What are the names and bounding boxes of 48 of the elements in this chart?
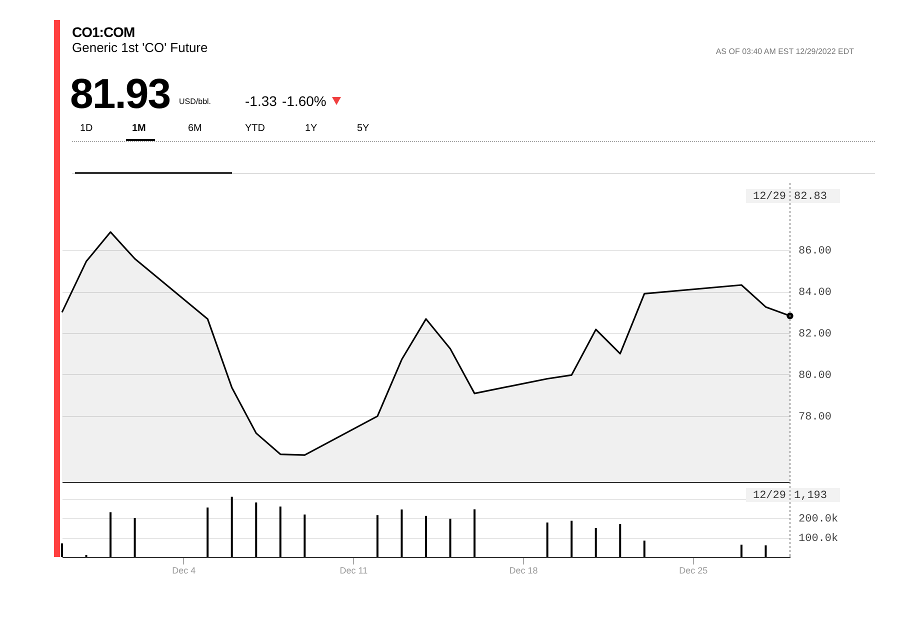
y-tick-label: 78.00	[798, 411, 832, 424]
chart-title: CO1:COM	[72, 24, 135, 40]
y-tick-label: 100.0k	[798, 533, 839, 546]
text: 81.93	[70, 70, 170, 118]
bar	[255, 502, 258, 557]
y-tick-label: 80.00	[798, 370, 832, 382]
annotation: 12/29	[752, 490, 786, 502]
annotation: 12/29	[752, 191, 786, 203]
bar	[376, 515, 378, 557]
bar	[206, 508, 209, 557]
text: AS OF 03:40 AM EST 12/29/2022 EDT	[716, 47, 854, 56]
bar	[425, 516, 427, 557]
bar	[594, 528, 597, 557]
y-tick-label: 200.0k	[798, 514, 839, 526]
bar	[230, 496, 233, 557]
x-tick-label: Dec 4	[172, 566, 196, 576]
bar	[764, 545, 767, 557]
y-tick-label: 84.00	[798, 287, 832, 300]
text: 5Y	[357, 123, 370, 134]
text: 82.83	[794, 191, 828, 203]
text: USD/bbl.	[179, 97, 212, 106]
bar	[134, 518, 136, 557]
bar	[570, 520, 573, 557]
text: -1.60%	[282, 93, 326, 109]
bar	[619, 524, 622, 557]
x-tick-label: Dec 18	[509, 566, 538, 576]
text: YTD	[245, 123, 265, 134]
x-tick-label: Dec 11	[340, 566, 368, 576]
bar	[546, 522, 548, 557]
text: -1.33	[245, 93, 277, 109]
bar	[449, 518, 452, 557]
text: 1D	[80, 123, 93, 134]
bar	[400, 509, 403, 557]
text: 6M	[188, 123, 202, 134]
bar	[110, 512, 112, 557]
text: 1M	[132, 123, 146, 134]
bar	[474, 509, 476, 557]
bar	[643, 540, 646, 557]
bar	[61, 543, 63, 557]
y-tick-label: 82.00	[798, 328, 832, 341]
bar	[740, 544, 742, 557]
bar	[304, 514, 306, 557]
bar	[279, 506, 282, 557]
chart-subtitle: Generic 1st 'CO' Future	[72, 40, 208, 55]
y-tick-label: 86.00	[798, 246, 832, 258]
x-tick-label: Dec 25	[679, 566, 708, 576]
text: 1,193	[794, 490, 828, 502]
text: 1Y	[305, 123, 318, 134]
